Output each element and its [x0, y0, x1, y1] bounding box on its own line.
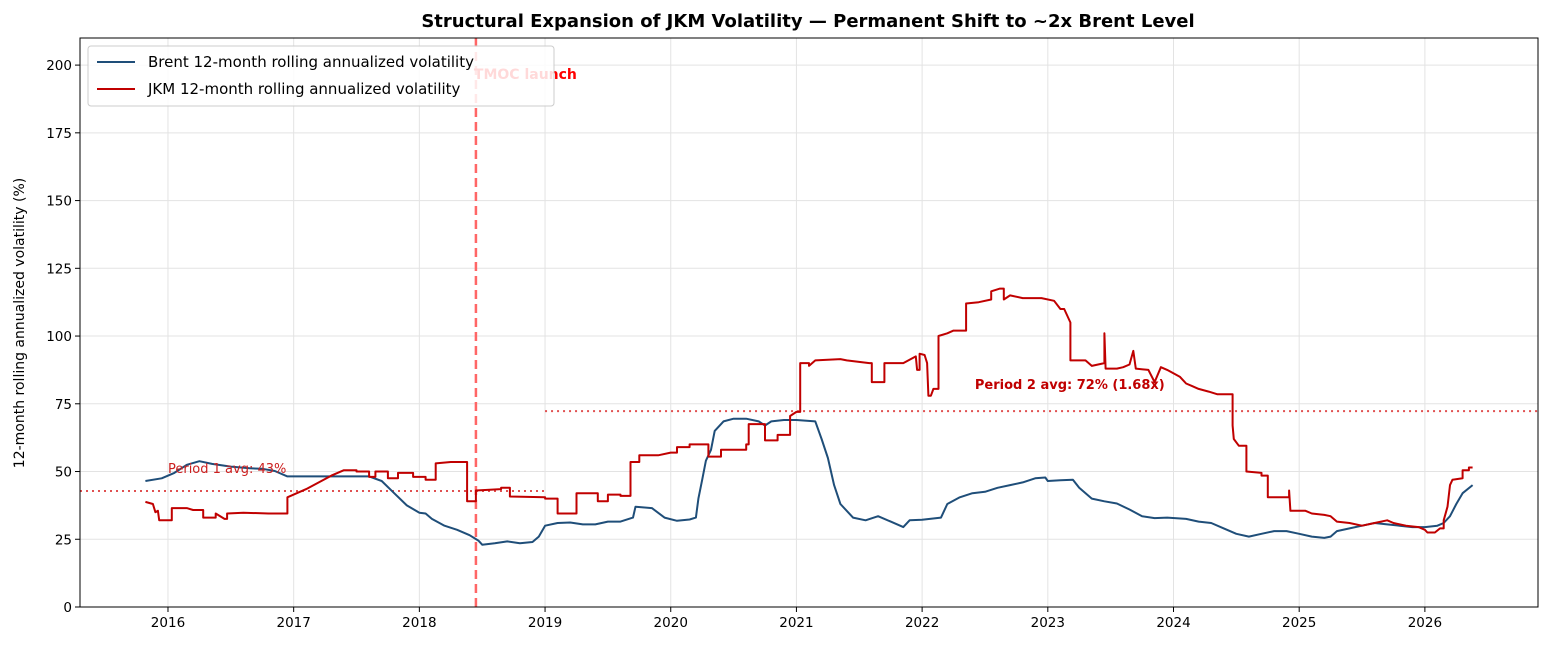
x-tick-label: 2017 — [276, 615, 310, 631]
period-1-avg-label: Period 1 avg: 43% — [168, 462, 286, 477]
x-tick-label: 2025 — [1282, 615, 1316, 631]
x-tick-label: 2021 — [779, 615, 813, 631]
legend-entry-label: Brent 12-month rolling annualized volati… — [148, 53, 474, 71]
y-tick-label: 0 — [63, 600, 72, 616]
x-tick-label: 2018 — [402, 615, 436, 631]
series-layer — [145, 287, 1474, 546]
legend-entry-label: JKM 12-month rolling annualized volatili… — [147, 80, 461, 98]
legend: Brent 12-month rolling annualized volati… — [87, 45, 555, 107]
x-tick-label: 2022 — [905, 615, 939, 631]
period-2-avg-label: Period 2 avg: 72% (1.68x) — [975, 378, 1165, 393]
y-tick-label: 125 — [46, 261, 72, 277]
y-tick-label: 100 — [46, 329, 72, 345]
chart-title: Structural Expansion of JKM Volatility —… — [421, 11, 1194, 32]
y-tick-label: 175 — [46, 126, 72, 142]
y-tick-label: 200 — [46, 58, 72, 74]
x-tick-label: 2019 — [528, 615, 562, 631]
y-tick-label: 75 — [55, 397, 72, 413]
x-tick-label: 2026 — [1408, 615, 1442, 631]
y-tick-label: 150 — [46, 194, 72, 210]
y-tick-label: 25 — [55, 532, 72, 548]
jkm-volatility-line — [145, 287, 1473, 534]
axis-ticks: 2016 2017 2018 2019 2020 2021 2022 2023 2024 2025… — [46, 58, 1442, 631]
y-axis-label: 12-month rolling annualized volatility (… — [12, 178, 28, 468]
x-tick-label: 2023 — [1031, 615, 1065, 631]
reference-lines — [80, 38, 1538, 607]
grid — [80, 38, 1538, 608]
x-tick-label: 2016 — [151, 615, 185, 631]
y-tick-label: 50 — [55, 465, 72, 481]
x-tick-label: 2020 — [654, 615, 688, 631]
legend-box — [87, 45, 555, 107]
brent-volatility-line — [145, 417, 1474, 546]
plot-frame — [79, 37, 1539, 608]
x-tick-label: 2024 — [1156, 615, 1190, 631]
